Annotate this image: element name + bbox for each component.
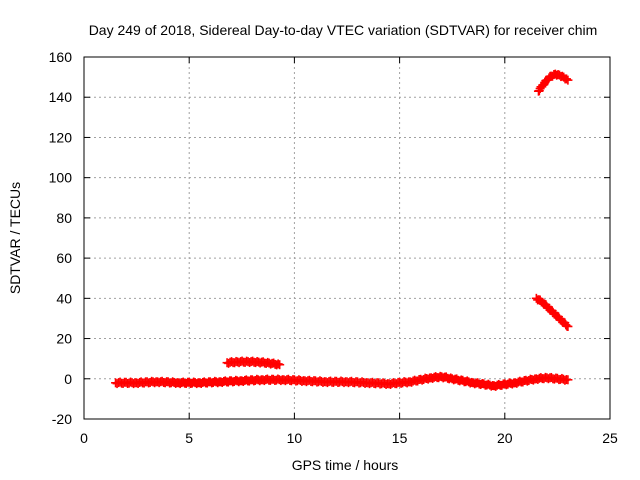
axis-tick-labels: 0 5 10 15 20 25 -20 0 20 40 60 80 100 120 140 160	[49, 49, 618, 446]
grid-lines	[84, 57, 610, 419]
x-tick-label: 5	[185, 430, 193, 446]
plot-frame	[83, 56, 611, 420]
data-point	[563, 321, 573, 331]
y-axis-label: SDTVAR / TECUs	[7, 182, 23, 294]
y-tick-label: 120	[49, 129, 73, 145]
y-tick-label: 40	[56, 290, 72, 306]
series-satellite-arc-1	[222, 356, 285, 370]
y-tick-label: 80	[56, 210, 72, 226]
x-tick-label: 10	[287, 430, 303, 446]
chart-title: Day 249 of 2018, Sidereal Day-to-day VTE…	[89, 22, 598, 38]
x-tick-label: 0	[80, 430, 88, 446]
data-point	[275, 360, 285, 370]
data-point	[563, 75, 573, 85]
data-point-fill	[561, 320, 571, 330]
series-satellite-arc-3	[533, 69, 573, 96]
data-points	[111, 69, 573, 391]
y-tick-label: 160	[49, 49, 73, 65]
y-tick-label: -20	[52, 411, 72, 427]
series-baseline-track	[111, 371, 573, 391]
y-tick-label: 140	[49, 89, 73, 105]
y-tick-label: 60	[56, 250, 72, 266]
y-tick-label: 100	[49, 170, 73, 186]
series-satellite-arc-2	[531, 293, 573, 331]
x-axis-label: GPS time / hours	[292, 457, 399, 473]
axis-ticks	[83, 56, 611, 420]
data-point	[563, 375, 573, 385]
x-tick-label: 20	[497, 430, 513, 446]
x-tick-label: 15	[392, 430, 408, 446]
x-tick-label: 25	[602, 430, 618, 446]
data-point-fill	[562, 74, 572, 84]
y-tick-label: 20	[56, 331, 72, 347]
y-tick-label: 0	[64, 371, 72, 387]
